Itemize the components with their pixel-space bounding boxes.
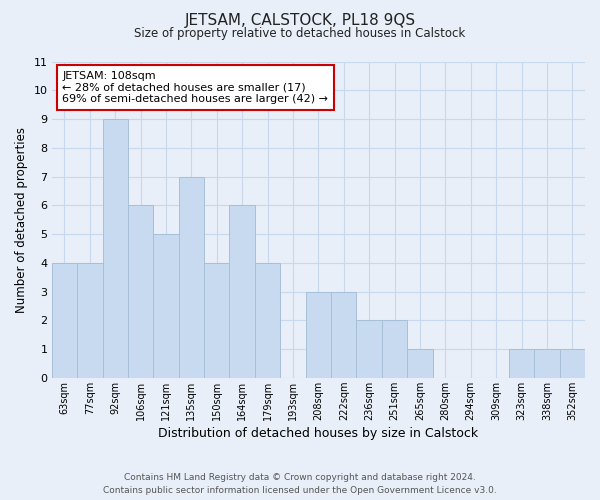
Text: JETSAM: 108sqm
← 28% of detached houses are smaller (17)
69% of semi-detached ho: JETSAM: 108sqm ← 28% of detached houses … — [62, 71, 328, 104]
Bar — [305, 292, 331, 378]
Bar — [179, 176, 204, 378]
Bar — [77, 263, 103, 378]
Bar — [509, 349, 534, 378]
Text: Contains HM Land Registry data © Crown copyright and database right 2024.
Contai: Contains HM Land Registry data © Crown c… — [103, 473, 497, 495]
Bar — [407, 349, 433, 378]
Bar — [255, 263, 280, 378]
Bar — [382, 320, 407, 378]
Bar — [229, 206, 255, 378]
Bar — [153, 234, 179, 378]
Bar — [331, 292, 356, 378]
Bar — [356, 320, 382, 378]
Bar — [560, 349, 585, 378]
Y-axis label: Number of detached properties: Number of detached properties — [15, 126, 28, 312]
Text: JETSAM, CALSTOCK, PL18 9QS: JETSAM, CALSTOCK, PL18 9QS — [184, 12, 416, 28]
Bar — [52, 263, 77, 378]
Bar — [128, 206, 153, 378]
Bar — [103, 119, 128, 378]
Bar — [204, 263, 229, 378]
Text: Size of property relative to detached houses in Calstock: Size of property relative to detached ho… — [134, 28, 466, 40]
X-axis label: Distribution of detached houses by size in Calstock: Distribution of detached houses by size … — [158, 427, 478, 440]
Bar — [534, 349, 560, 378]
